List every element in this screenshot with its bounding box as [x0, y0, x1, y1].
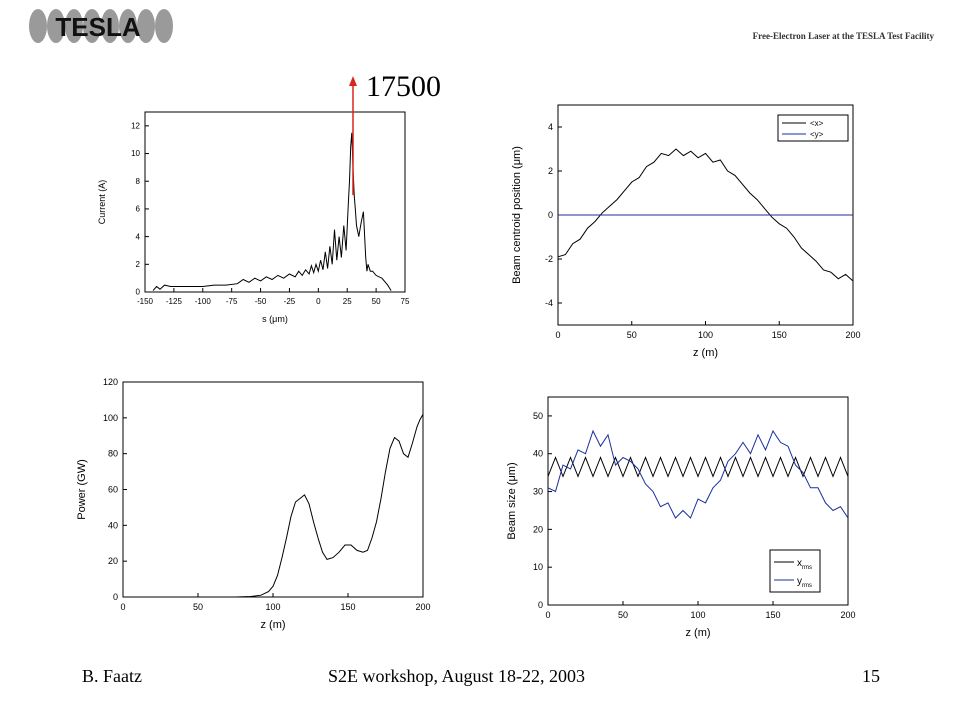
- series-line--x-: [557, 148, 854, 282]
- y-tick-label: 60: [108, 485, 118, 495]
- y-tick-label: 0: [548, 210, 553, 220]
- x-tick-label: -50: [255, 297, 267, 306]
- y-tick-label: 40: [108, 520, 118, 530]
- y-tick-label: 0: [136, 288, 141, 297]
- series-line-series-0: [152, 132, 392, 291]
- x-tick-label: 50: [618, 610, 628, 620]
- y-axis-label: Power (GW): [76, 459, 88, 520]
- tesla-logo: TESLA: [29, 9, 173, 43]
- y-tick-label: 100: [103, 413, 118, 423]
- x-axis-label: z (m): [260, 619, 285, 631]
- beam-size-chart: 0 50 100 150 200 0 10 20 30 40 50 z (m) Beam size (μ…: [506, 396, 856, 639]
- series-line-x-rms: [547, 456, 849, 478]
- x-tick-label: 200: [415, 602, 430, 612]
- x-tick-label: -25: [284, 297, 296, 306]
- current-chart: -150 -125 -100 -75 -50 -25 0 25 50 75 0 2 4 6 8 10 12 s (…: [97, 76, 410, 324]
- x-tick-label: 150: [772, 330, 787, 340]
- y-axis-label: Beam centroid position (μm): [511, 146, 523, 284]
- y-tick-label: 4: [548, 122, 553, 132]
- legend-box: [769, 549, 821, 593]
- y-tick-label: 4: [136, 232, 141, 241]
- x-axis-label: z (m): [685, 627, 710, 639]
- centroid-chart: 0 50 100 150 200 -4 -2 0 2 4 z (m) Beam centroid po…: [511, 104, 861, 359]
- footer-event: S2E workshop, August 18-22, 2003: [328, 666, 586, 686]
- legend-label: <y>: [810, 130, 824, 139]
- legend-label-subscript: rms: [802, 583, 812, 589]
- peak-arrow-head: [349, 76, 357, 86]
- legend-box: [777, 114, 849, 142]
- beam-size-chart-panel: 0 50 100 150 200 0 10 20 30 40 50 z (m) Beam size (μ…: [500, 385, 880, 645]
- y-tick-label: 2: [548, 166, 553, 176]
- x-tick-label: 100: [265, 602, 280, 612]
- x-tick-label: 50: [627, 330, 637, 340]
- y-tick-label: 6: [136, 205, 141, 214]
- y-tick-label: 20: [533, 524, 543, 534]
- power-chart-panel: 0 50 100 150 200 0 20 40 60 80 100 120 z (m) Power (G…: [70, 370, 450, 640]
- y-tick-label: 2: [136, 260, 141, 269]
- power-chart: 0 50 100 150 200 0 20 40 60 80 100 120 z (m) Power (G…: [76, 377, 431, 631]
- y-tick-label: 20: [108, 556, 118, 566]
- logo-text: TESLA: [55, 12, 140, 42]
- y-tick-label: 40: [533, 449, 543, 459]
- x-tick-label: 150: [765, 610, 780, 620]
- y-tick-label: 50: [533, 411, 543, 421]
- legend-label-subscript: rms: [802, 565, 812, 571]
- y-axis-label: Beam size (μm): [506, 462, 518, 539]
- x-tick-label: -125: [166, 297, 183, 306]
- series-line-y-rms: [547, 429, 849, 519]
- y-tick-label: 10: [131, 149, 140, 158]
- x-tick-label: 0: [545, 610, 550, 620]
- footer-page-number: 15: [862, 666, 880, 686]
- x-tick-label: -75: [226, 297, 238, 306]
- x-tick-label: 200: [840, 610, 855, 620]
- x-tick-label: 50: [193, 602, 203, 612]
- header-subtitle: Free-Electron Laser at the TESLA Test Fa…: [752, 31, 934, 41]
- x-tick-label: 100: [698, 330, 713, 340]
- y-tick-label: 0: [113, 592, 118, 602]
- x-tick-label: 100: [690, 610, 705, 620]
- plot-frame: [122, 381, 424, 598]
- x-axis-label: s (μm): [262, 314, 288, 324]
- y-tick-label: 30: [533, 487, 543, 497]
- x-tick-label: -150: [137, 297, 154, 306]
- x-tick-label: 50: [372, 297, 381, 306]
- y-tick-label: -2: [545, 254, 553, 264]
- x-axis-label: z (m): [693, 347, 718, 359]
- x-tick-label: 0: [316, 297, 321, 306]
- centroid-chart-panel: 0 50 100 150 200 -4 -2 0 2 4 z (m) Beam centroid po…: [505, 95, 885, 370]
- y-tick-label: 80: [108, 449, 118, 459]
- y-tick-label: 12: [131, 122, 140, 131]
- current-chart-panel: -150 -125 -100 -75 -50 -25 0 25 50 75 0 2 4 6 8 10 12 s (…: [75, 76, 435, 345]
- footer-author: B. Faatz: [82, 666, 142, 686]
- y-tick-label: -4: [545, 298, 553, 308]
- plot-frame: [144, 111, 406, 293]
- y-axis-label: Current (A): [97, 180, 107, 225]
- peak-annotation: 17500: [366, 70, 441, 103]
- x-tick-label: 0: [120, 602, 125, 612]
- x-tick-label: 75: [401, 297, 410, 306]
- x-tick-label: 25: [343, 297, 352, 306]
- y-tick-label: 0: [538, 600, 543, 610]
- series-line-series-0: [123, 414, 424, 598]
- x-tick-label: -100: [195, 297, 212, 306]
- y-tick-label: 10: [533, 562, 543, 572]
- legend-label: <x>: [810, 119, 824, 128]
- y-tick-label: 8: [136, 177, 141, 186]
- x-tick-label: 0: [555, 330, 560, 340]
- y-tick-label: 120: [103, 377, 118, 387]
- x-tick-label: 200: [845, 330, 860, 340]
- x-tick-label: 150: [340, 602, 355, 612]
